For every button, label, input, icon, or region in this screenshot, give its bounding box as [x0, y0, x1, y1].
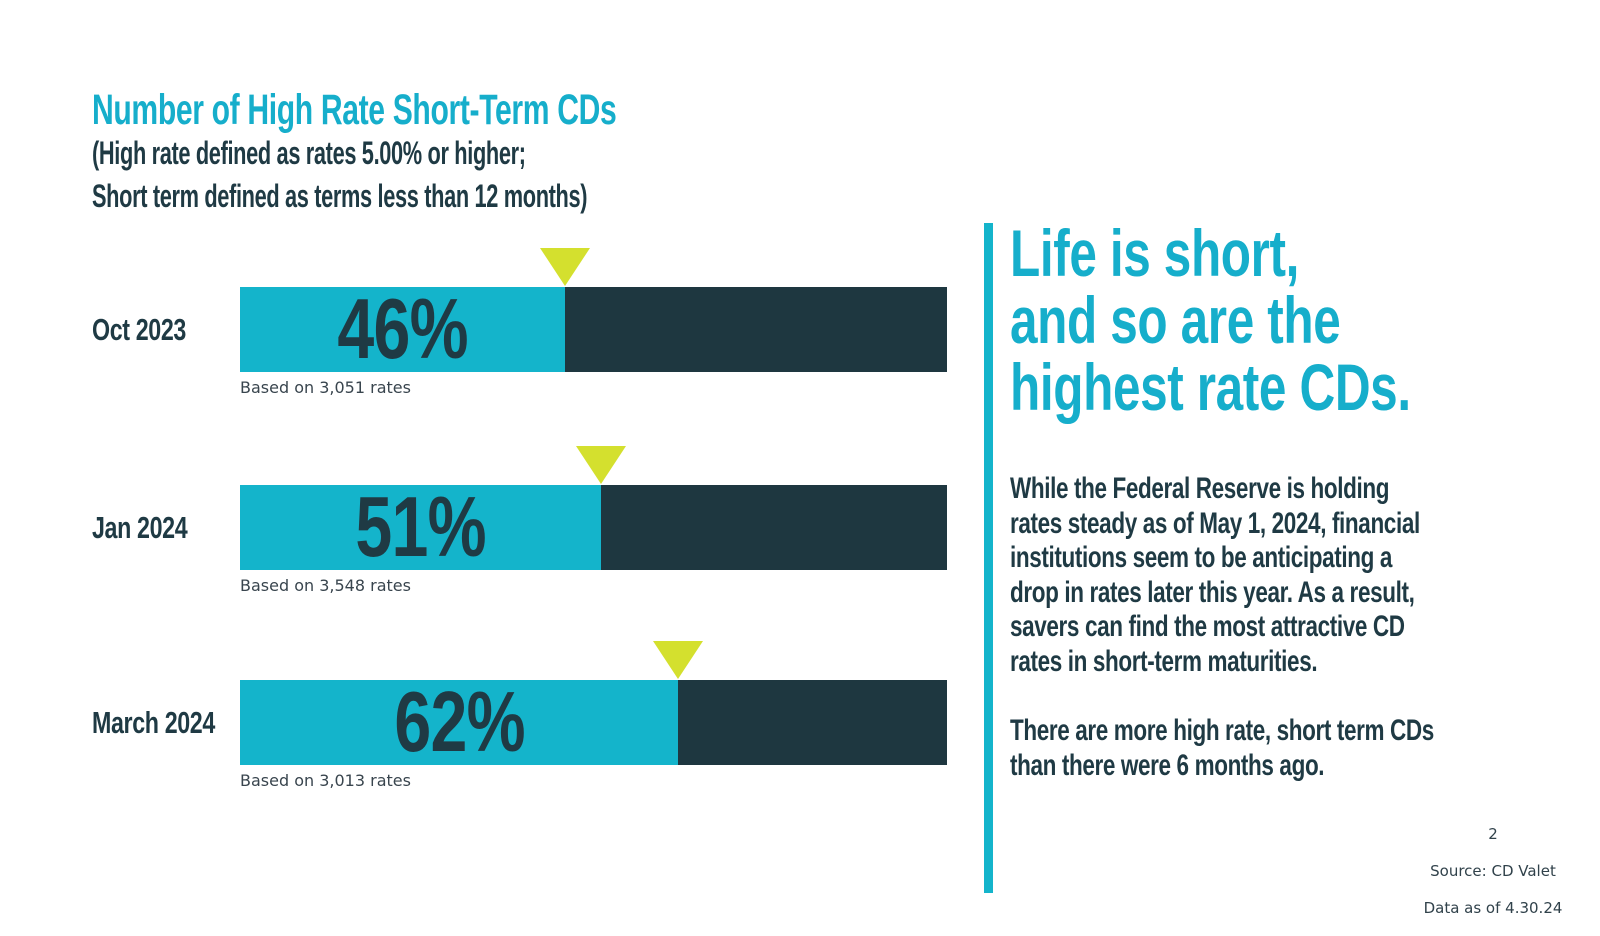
triangle-marker-icon [653, 641, 704, 679]
panel-paragraph-1: While the Federal Reserve is holding rat… [1010, 472, 1420, 678]
panel-paragraph-2: There are more high rate, short term CDs… [1010, 714, 1434, 782]
source-note: Source: CD Valet [1430, 861, 1556, 880]
bar-fill: 46% [240, 282, 566, 377]
sample-size-note: Based on 3,051 rates [240, 378, 411, 397]
bar-track: 46% [240, 248, 947, 377]
panel-heading: Life is short, and so are the highest ra… [1010, 216, 1411, 424]
slide: Number of High Rate Short-Term CDs (High… [0, 86, 1563, 917]
chart-subtitle: (High rate defined as rates 5.00% or hig… [92, 135, 588, 214]
vertical-divider [984, 223, 993, 893]
page-number: 2 [1488, 824, 1498, 843]
bar-row-march-2024: March 2024 62% Based on 3,013 rates [0, 641, 1000, 810]
slide-footer: 2 Source: CD Valet Data as of 4.30.24 [1388, 806, 1598, 936]
bar-value: 46% [337, 282, 468, 377]
bar-row-oct-2023: Oct 2023 46% Based on 3,051 rates [0, 248, 1000, 417]
bar-fill: 62% [240, 675, 679, 770]
bar-row-jan-2024: Jan 2024 51% Based on 3,548 rates [0, 446, 1000, 615]
bar-value: 51% [355, 480, 486, 575]
sample-size-note: Based on 3,548 rates [240, 576, 411, 595]
chart-title: Number of High Rate Short-Term CDs [92, 86, 617, 134]
bar-value: 62% [393, 675, 525, 770]
triangle-marker-icon [540, 248, 591, 286]
data-as-of-note: Data as of 4.30.24 [1423, 898, 1563, 917]
bar-track: 51% [240, 446, 947, 570]
bar-track: 62% [240, 641, 947, 770]
sample-size-note: Based on 3,013 rates [240, 771, 411, 790]
bar-label: Oct 2023 [92, 312, 186, 347]
bar-label: March 2024 [92, 705, 215, 740]
bar-label: Jan 2024 [92, 510, 188, 545]
bar-fill: 51% [240, 485, 601, 570]
triangle-marker-icon [575, 446, 626, 484]
